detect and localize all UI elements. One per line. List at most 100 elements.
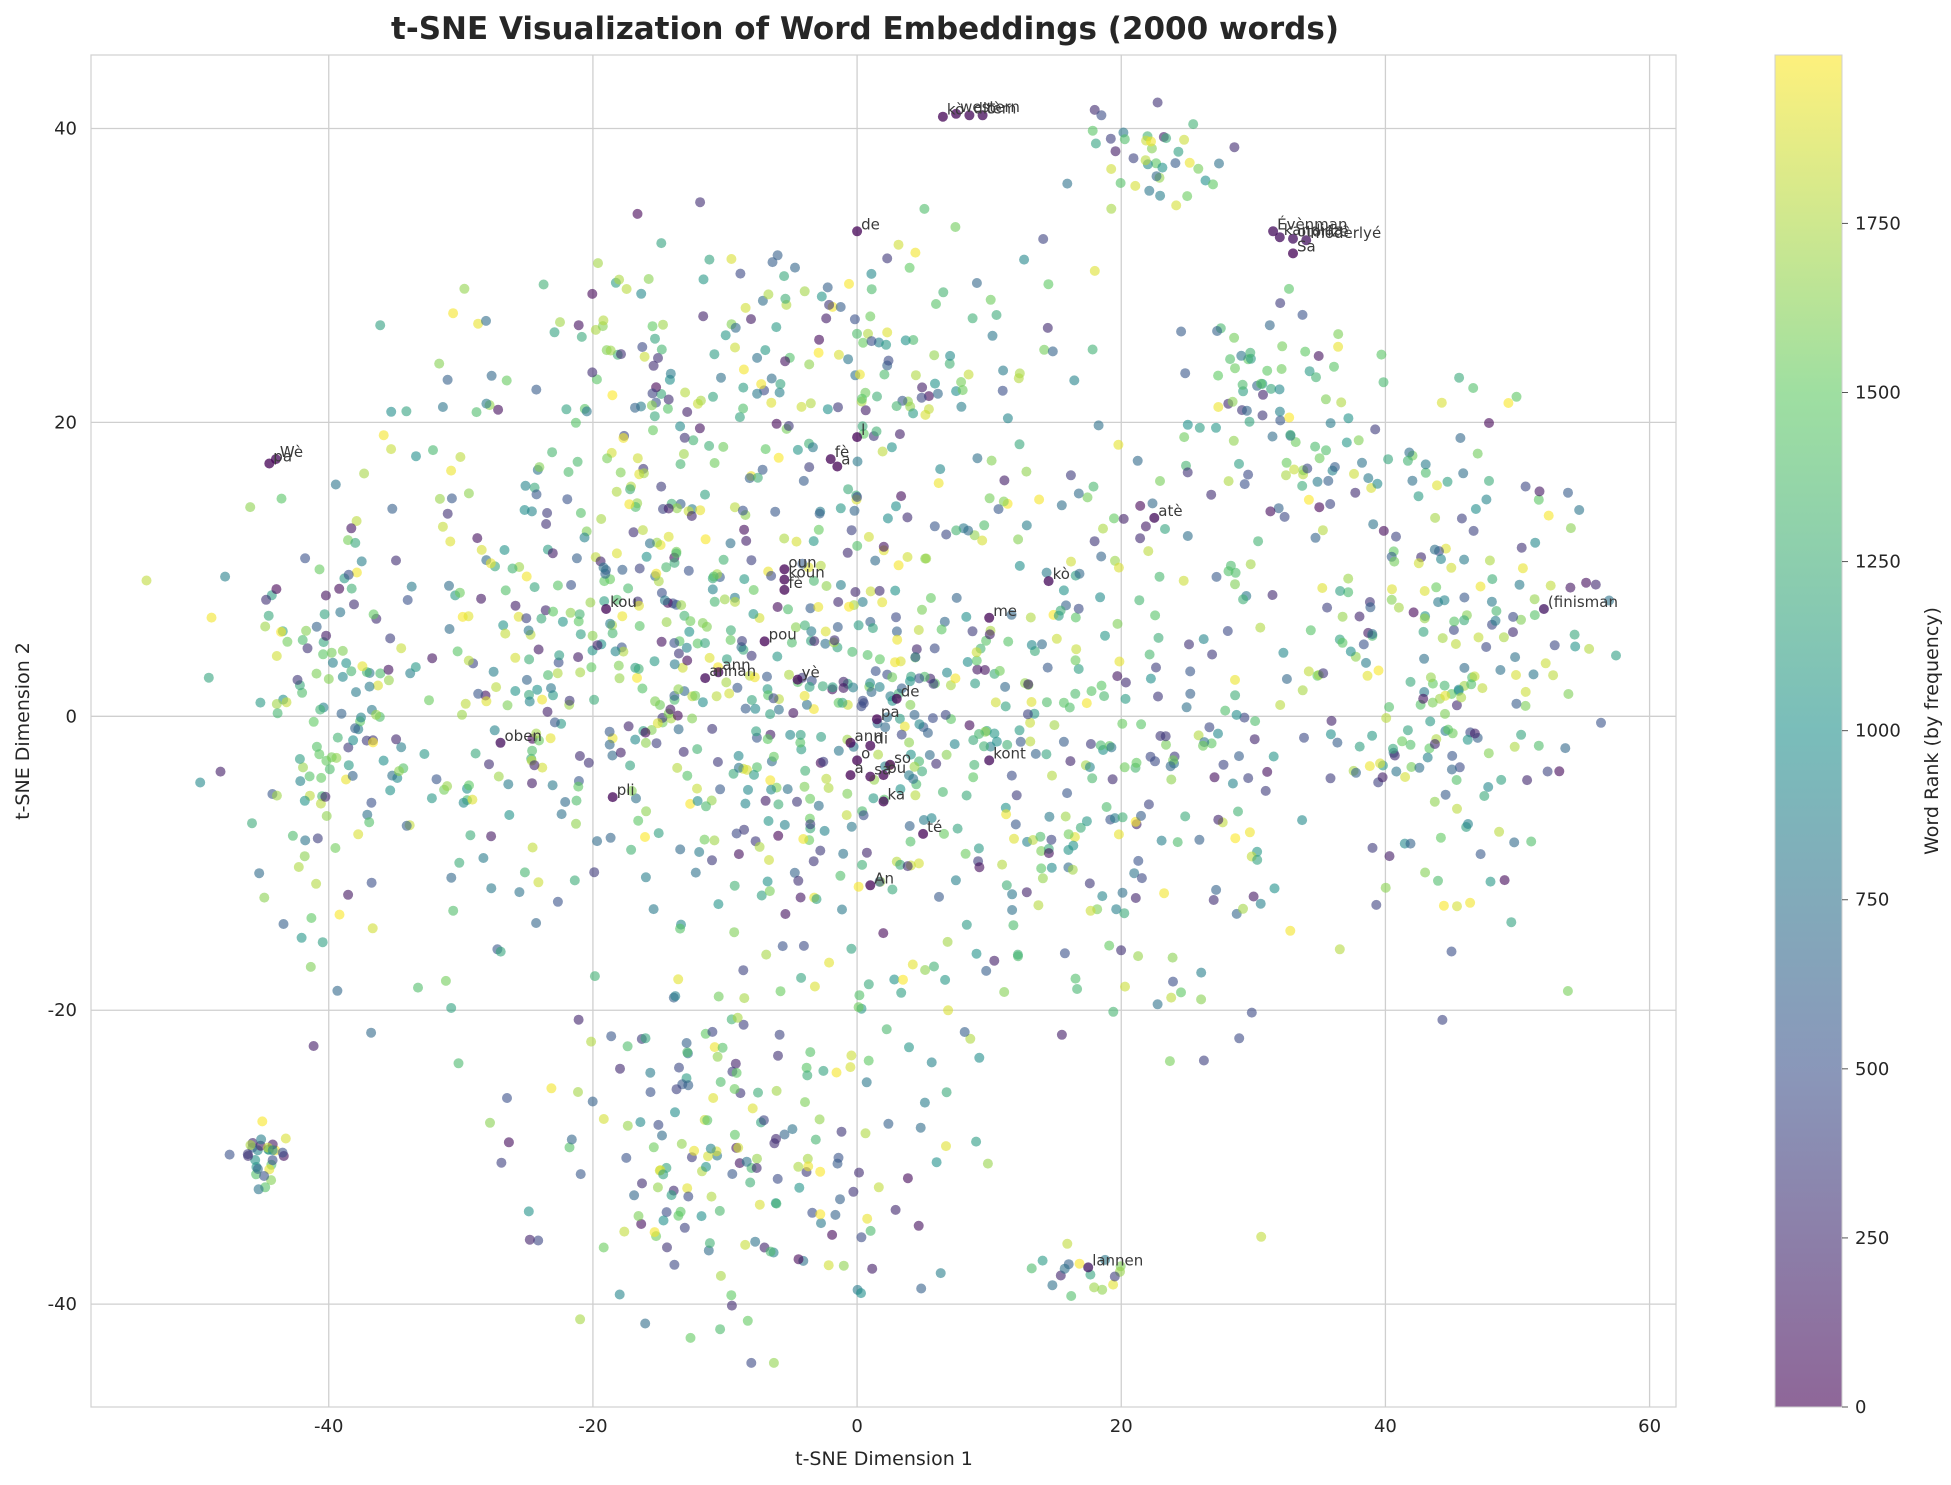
scatter-point bbox=[913, 858, 924, 869]
scatter-point bbox=[968, 772, 979, 783]
scatter-point bbox=[853, 1002, 864, 1013]
word-label: l bbox=[861, 421, 865, 439]
scatter-point bbox=[1435, 832, 1446, 843]
scatter-point bbox=[780, 356, 791, 367]
scatter-point bbox=[1459, 554, 1470, 565]
scatter-point bbox=[832, 622, 843, 632]
scatter-point bbox=[472, 533, 483, 544]
scatter-point bbox=[267, 1155, 278, 1166]
scatter-point bbox=[1155, 476, 1165, 486]
scatter-point bbox=[1446, 562, 1457, 573]
scatter-point bbox=[1509, 741, 1520, 752]
scatter-point bbox=[1302, 463, 1313, 474]
scatter-point bbox=[1252, 854, 1263, 865]
scatter-point bbox=[703, 1245, 714, 1256]
scatter-point bbox=[496, 1157, 507, 1168]
scatter-point bbox=[777, 941, 788, 952]
scatter-point bbox=[815, 845, 826, 856]
scatter-point bbox=[206, 612, 217, 623]
scatter-point bbox=[294, 754, 305, 764]
scatter-point bbox=[843, 484, 854, 495]
scatter-point bbox=[1300, 346, 1311, 357]
scatter-point bbox=[982, 1158, 993, 1169]
scatter-point bbox=[1173, 146, 1184, 157]
scatter-point bbox=[905, 676, 915, 687]
scatter-point bbox=[1440, 708, 1450, 719]
scatter-point bbox=[773, 704, 784, 715]
scatter-point bbox=[910, 790, 921, 801]
scatter-point bbox=[1264, 320, 1275, 331]
labeled-point bbox=[1083, 1262, 1094, 1273]
scatter-point bbox=[852, 492, 863, 502]
word-label: yè bbox=[802, 664, 820, 682]
scatter-point bbox=[1520, 481, 1531, 492]
scatter-point bbox=[570, 417, 581, 428]
scatter-point bbox=[963, 369, 974, 380]
scatter-point bbox=[1277, 341, 1288, 352]
scatter-point bbox=[974, 1052, 985, 1063]
scatter-point bbox=[931, 299, 941, 309]
scatter-point bbox=[1543, 510, 1554, 521]
scatter-point bbox=[739, 524, 750, 535]
scatter-point bbox=[902, 861, 913, 872]
scatter-point bbox=[969, 759, 980, 770]
scatter-point bbox=[804, 359, 815, 370]
scatter-point bbox=[305, 961, 316, 972]
scatter-point bbox=[1245, 347, 1256, 358]
scatter-point bbox=[810, 1134, 821, 1145]
scatter-point bbox=[930, 378, 940, 389]
scatter-point bbox=[323, 674, 334, 684]
scatter-point bbox=[1194, 834, 1205, 845]
scatter-point bbox=[1533, 740, 1544, 751]
word-label: so bbox=[894, 749, 911, 767]
scatter-point bbox=[281, 697, 292, 708]
scatter-point bbox=[326, 647, 337, 658]
scatter-point bbox=[867, 1263, 878, 1274]
scatter-point bbox=[779, 271, 790, 282]
scatter-point bbox=[611, 486, 622, 497]
scatter-point bbox=[1433, 875, 1443, 886]
scatter-point bbox=[779, 819, 790, 830]
word-label: de bbox=[901, 683, 920, 701]
scatter-point bbox=[675, 923, 686, 934]
y-tick-label: -40 bbox=[48, 1294, 77, 1315]
scatter-point bbox=[813, 602, 824, 612]
scatter-point bbox=[259, 1171, 270, 1181]
labeled-point bbox=[845, 770, 856, 781]
scatter-point bbox=[1329, 361, 1339, 372]
scatter-point bbox=[467, 794, 478, 805]
scatter-point bbox=[967, 313, 978, 324]
scatter-point bbox=[1454, 372, 1465, 383]
scatter-point bbox=[673, 724, 684, 735]
scatter-point bbox=[984, 629, 995, 640]
scatter-point bbox=[707, 723, 718, 734]
scatter-point bbox=[1565, 582, 1576, 593]
scatter-point bbox=[1418, 693, 1429, 704]
scatter-point bbox=[1171, 200, 1182, 211]
scatter-point bbox=[297, 687, 308, 698]
scatter-point bbox=[1227, 778, 1238, 789]
scatter-point bbox=[1402, 455, 1413, 466]
scatter-point bbox=[852, 456, 863, 467]
scatter-point bbox=[733, 849, 744, 860]
scatter-point bbox=[813, 524, 824, 535]
scatter-point bbox=[346, 583, 357, 594]
scatter-point bbox=[1405, 739, 1416, 750]
scatter-point bbox=[486, 883, 497, 894]
scatter-point bbox=[883, 355, 894, 366]
scatter-point bbox=[614, 1289, 625, 1300]
scatter-point bbox=[986, 455, 997, 466]
scatter-point bbox=[396, 643, 407, 654]
scatter-point bbox=[571, 553, 582, 564]
scatter-point bbox=[1455, 433, 1466, 443]
scatter-point bbox=[546, 1083, 557, 1094]
scatter-point bbox=[562, 494, 573, 505]
scatter-point bbox=[1073, 664, 1084, 674]
scatter-point bbox=[733, 762, 744, 773]
scatter-point bbox=[440, 975, 451, 986]
scatter-point bbox=[891, 626, 902, 637]
scatter-point bbox=[385, 633, 396, 644]
scatter-point bbox=[383, 675, 394, 686]
scatter-point bbox=[796, 972, 807, 983]
scatter-point bbox=[622, 1041, 633, 1052]
